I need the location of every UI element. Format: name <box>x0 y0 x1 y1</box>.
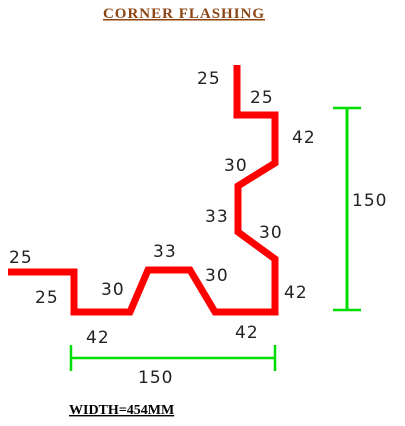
label-left-lip: 25 <box>9 248 33 268</box>
height-dimension-value: 150 <box>352 191 387 211</box>
height-dimension <box>333 106 361 312</box>
flashing-profile <box>8 65 279 316</box>
label-top-lip: 25 <box>197 69 221 89</box>
label-upper-vertical: 42 <box>292 128 316 148</box>
label-upper-diagonal: 30 <box>224 156 248 176</box>
label-lower-vertical: 42 <box>284 283 308 303</box>
label-bottom-right: 42 <box>235 323 259 343</box>
width-dimension-value: 150 <box>138 368 173 388</box>
label-middle-vertical: 33 <box>205 207 229 227</box>
label-top-flat: 33 <box>153 242 177 262</box>
label-left-slope: 30 <box>101 280 125 300</box>
label-top-return: 25 <box>250 88 274 108</box>
width-dimension <box>69 345 277 371</box>
width-note: WIDTH=454MM <box>69 403 174 418</box>
label-lower-diagonal: 30 <box>259 223 283 243</box>
diagram-title: CORNER FLASHING <box>103 6 265 22</box>
label-right-slope: 30 <box>205 266 229 286</box>
label-bottom-left: 42 <box>86 328 110 348</box>
label-left-return: 25 <box>35 288 59 308</box>
